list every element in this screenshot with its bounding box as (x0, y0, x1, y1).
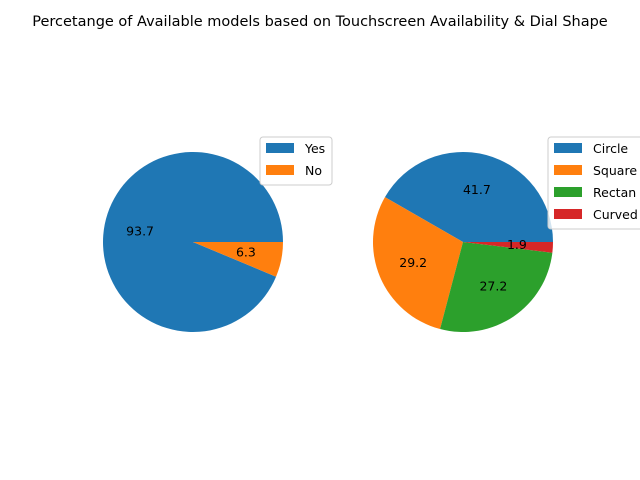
slice-value-label-square: 29.2 (399, 255, 427, 270)
pie-slice-yes (103, 151, 283, 332)
slice-value-label-yes: 93.7 (126, 223, 154, 238)
legend: Circle Square Rectan Curved (547, 136, 640, 230)
legend-swatch-square (554, 165, 582, 175)
legend-label-rectan: Rectan (593, 185, 636, 200)
pie-chart-touchscreen: 93.7 6.3 Yes No (103, 136, 333, 332)
pie-slice-circle (384, 151, 554, 242)
chart-title: Percetange of Available models based on … (32, 14, 608, 30)
legend-swatch-rectan (554, 187, 582, 197)
legend: Yes No (259, 136, 333, 186)
pie-chart-dial-shape: 41.7 29.2 27.2 1.9 Circle Square Rectan Curved (372, 136, 640, 333)
pie-slice-curved (463, 242, 553, 253)
slice-value-label-rectan: 27.2 (479, 279, 507, 294)
legend-swatch-yes (266, 143, 294, 153)
pie-slice-rectan (440, 242, 553, 333)
legend-label-yes: Yes (304, 141, 325, 156)
slice-value-label-curved: 1.9 (507, 237, 527, 252)
legend-label-circle: Circle (593, 141, 628, 156)
legend-swatch-circle (554, 143, 582, 153)
slice-value-label-circle: 41.7 (463, 182, 491, 197)
slice-value-label-no: 6.3 (236, 245, 256, 260)
legend-label-square: Square (593, 163, 637, 178)
pie-slice-square (372, 197, 463, 330)
legend-swatch-no (266, 165, 294, 175)
legend-swatch-curved (554, 209, 582, 219)
legend-label-no: No (305, 163, 322, 178)
legend-frame (547, 136, 640, 230)
pie-slice-no (193, 242, 283, 277)
legend-label-curved: Curved (593, 207, 638, 222)
